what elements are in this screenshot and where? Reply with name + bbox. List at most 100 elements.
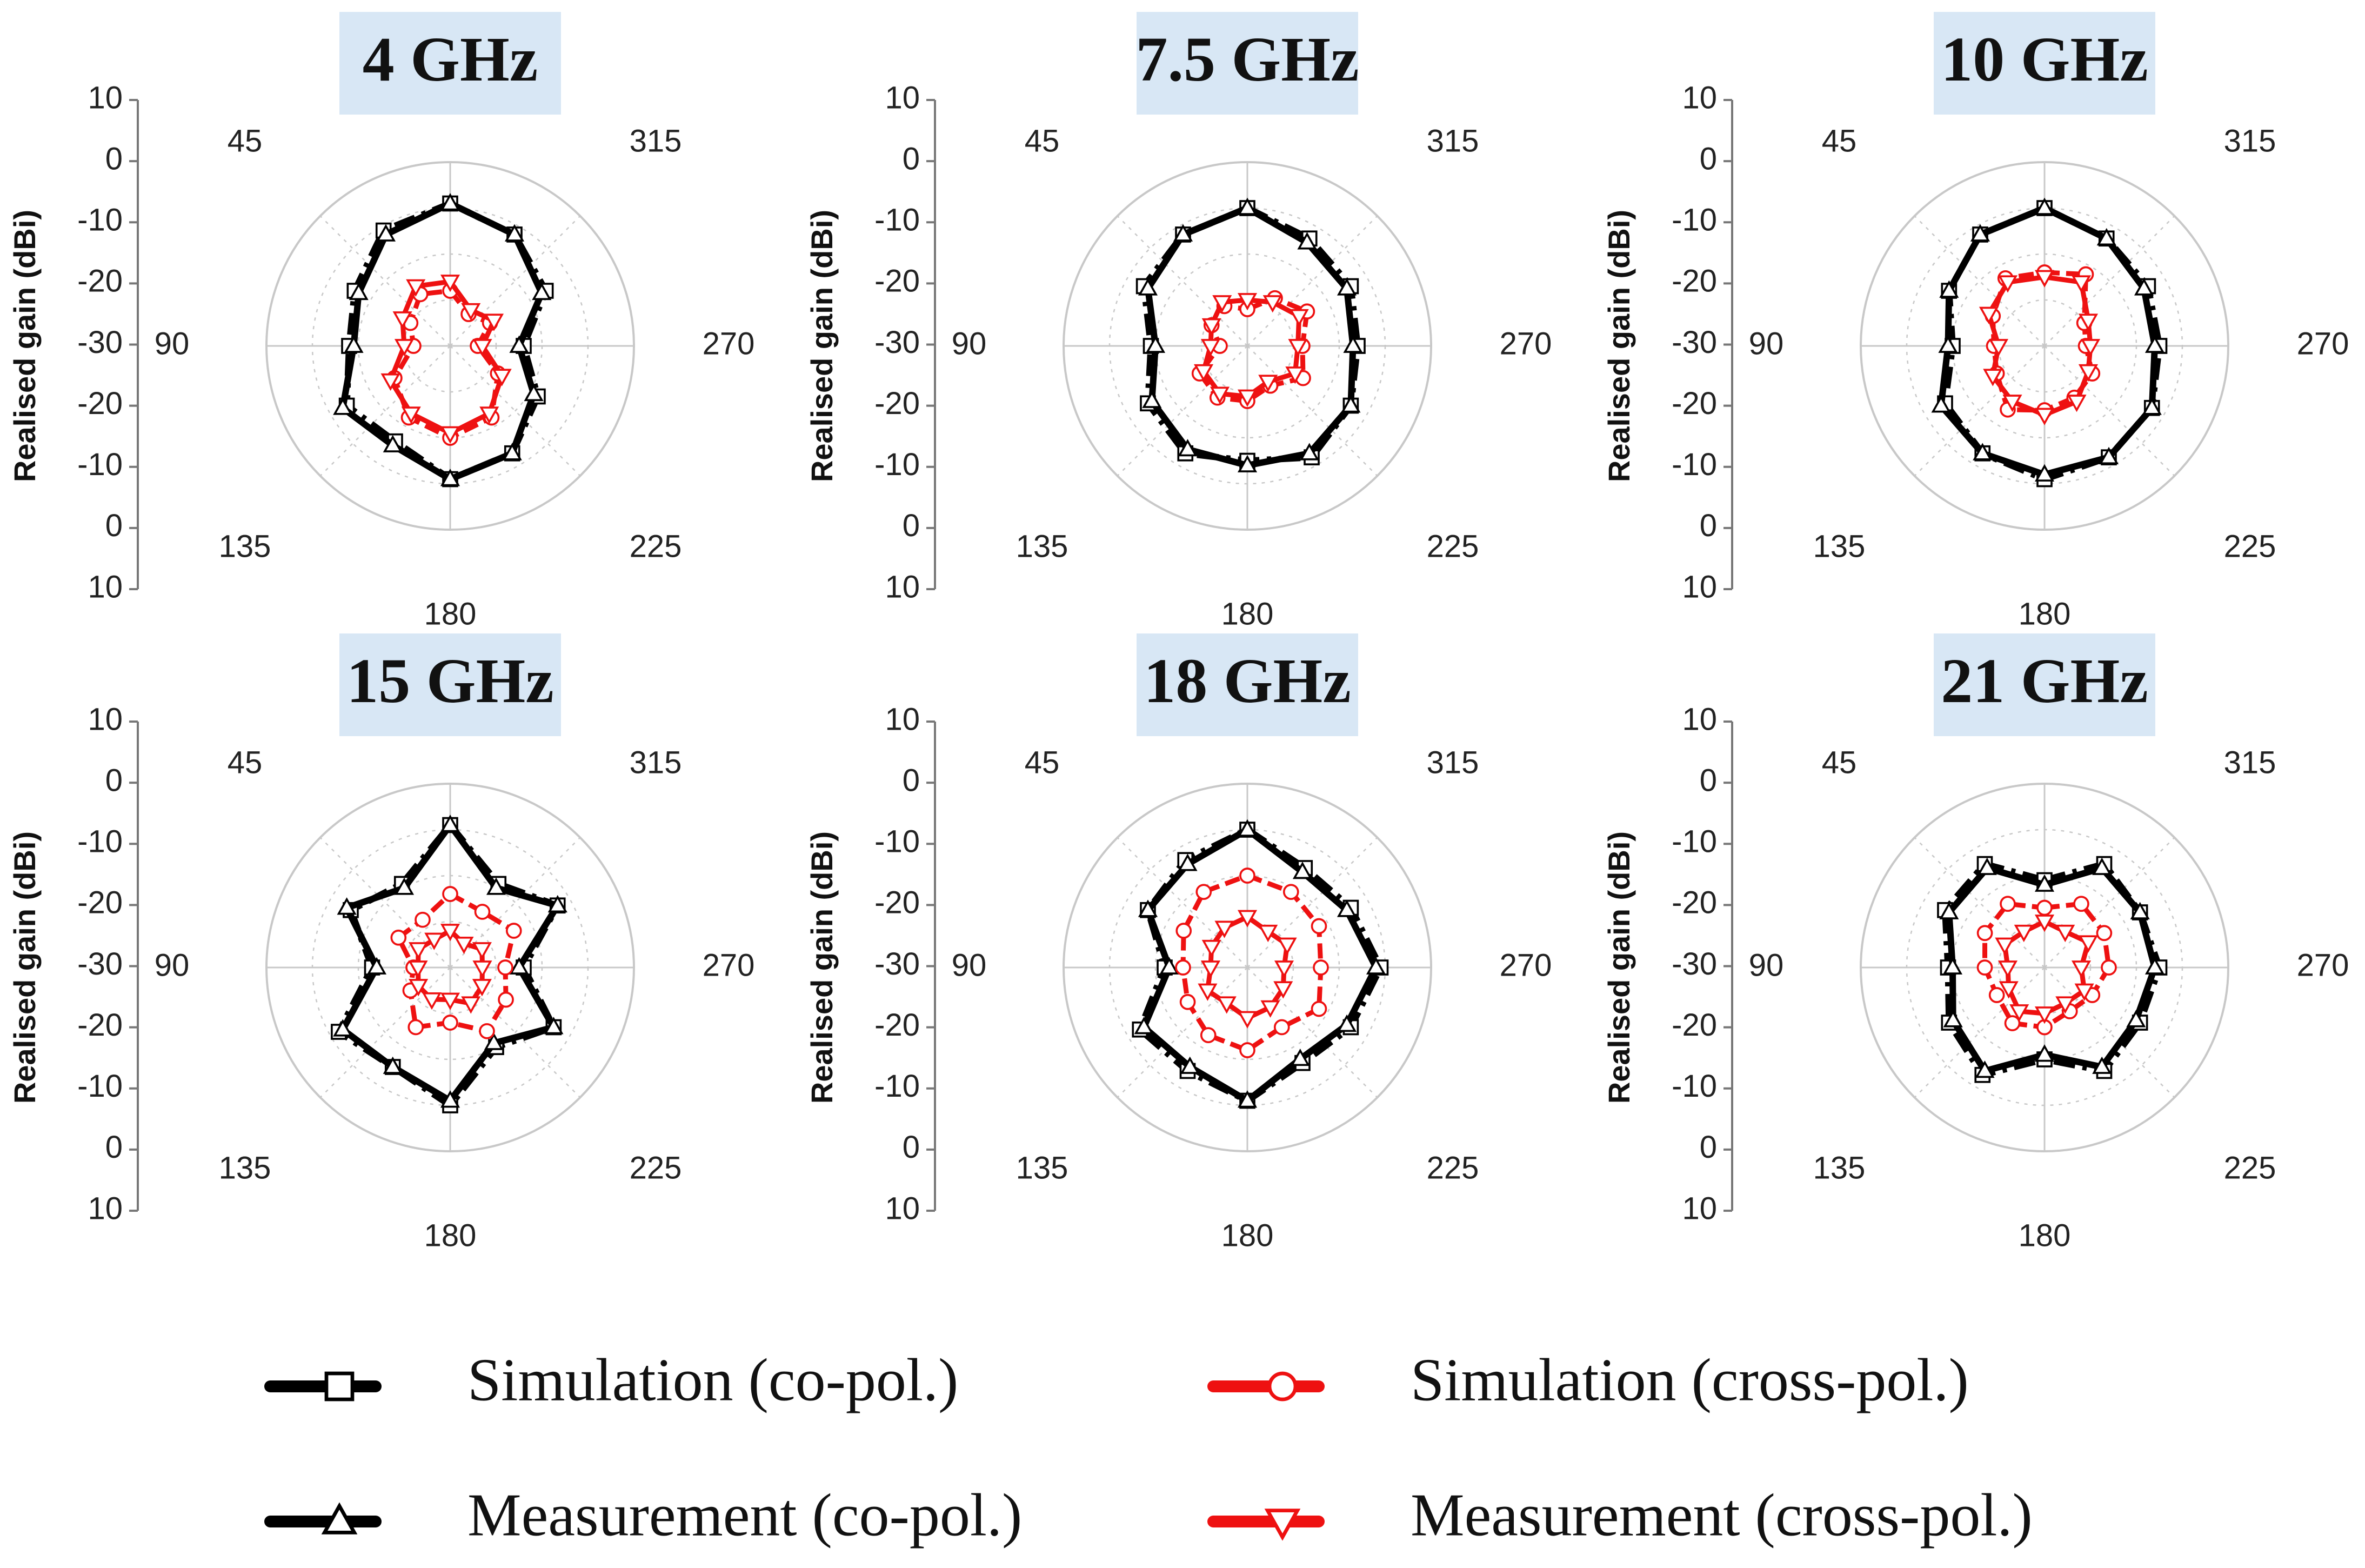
angle-label: 90 bbox=[952, 948, 987, 983]
legend-item-2: Simulation (cross-pol.) bbox=[1207, 1347, 1969, 1414]
title-box bbox=[1137, 12, 1358, 115]
data-point bbox=[1273, 981, 1293, 999]
data-point bbox=[1273, 1019, 1290, 1036]
radial-tick-label: -10 bbox=[77, 824, 123, 859]
radial-tick-label: 10 bbox=[1682, 702, 1717, 737]
data-point bbox=[1292, 862, 1313, 879]
data-point bbox=[2034, 915, 2055, 932]
data-point bbox=[440, 469, 460, 486]
angle-label: 45 bbox=[1822, 745, 1857, 780]
data-point bbox=[1262, 295, 1282, 313]
radial-tick-label: -20 bbox=[874, 264, 920, 299]
data-point bbox=[440, 275, 460, 292]
angle-label: 315 bbox=[2224, 123, 2276, 158]
data-point bbox=[1180, 1056, 1200, 1074]
radial-tick-label: 10 bbox=[88, 80, 123, 115]
data-point bbox=[2126, 1010, 2146, 1027]
data-point bbox=[1289, 309, 1309, 327]
data-point bbox=[1145, 335, 1166, 353]
series-line bbox=[1145, 205, 1357, 469]
data-point bbox=[2067, 395, 2087, 412]
data-point bbox=[509, 335, 529, 353]
data-point bbox=[1366, 957, 1386, 975]
data-point bbox=[1173, 224, 1193, 242]
data-point bbox=[440, 193, 460, 211]
data-point bbox=[1217, 996, 1237, 1014]
angle-label: 270 bbox=[1500, 948, 1552, 983]
y-axis-label: Realised gain (dBi) bbox=[8, 831, 42, 1104]
legend-marker bbox=[1264, 1509, 1301, 1541]
data-point bbox=[333, 1019, 353, 1037]
data-point bbox=[1200, 1027, 1217, 1043]
radial-tick-label: 0 bbox=[1700, 508, 1717, 543]
data-point bbox=[394, 339, 415, 357]
title-box bbox=[1137, 633, 1358, 736]
data-point bbox=[2034, 1006, 2055, 1024]
radial-tick-label: -20 bbox=[874, 386, 920, 421]
radial-tick-label: -10 bbox=[874, 203, 920, 238]
radial-tick-label: 0 bbox=[105, 1130, 123, 1165]
legend-marker bbox=[324, 1371, 355, 1402]
radial-tick-label: -20 bbox=[1672, 264, 1717, 299]
data-point bbox=[484, 1032, 504, 1050]
data-point bbox=[1258, 375, 1278, 392]
data-point bbox=[1237, 389, 1258, 407]
data-point bbox=[1938, 335, 1958, 353]
radial-tick-label: -30 bbox=[77, 946, 123, 982]
data-point bbox=[1175, 959, 1191, 976]
data-point bbox=[1195, 884, 1212, 900]
angle-label: 135 bbox=[1813, 1150, 1866, 1185]
data-point bbox=[1939, 902, 1959, 919]
data-point bbox=[1179, 993, 1196, 1010]
data-point bbox=[409, 979, 429, 997]
radial-tick-label: 10 bbox=[88, 569, 123, 604]
series-2 bbox=[1939, 857, 2165, 1078]
data-point bbox=[544, 1017, 564, 1035]
data-point bbox=[1237, 455, 1258, 472]
data-point bbox=[1237, 819, 1258, 837]
y-axis-label: Realised gain (dBi) bbox=[8, 210, 42, 482]
radial-tick-label: 0 bbox=[105, 508, 123, 543]
data-point bbox=[344, 335, 364, 353]
data-point bbox=[1237, 1090, 1258, 1108]
chart-title: 15 GHz bbox=[346, 645, 553, 716]
data-point bbox=[1999, 981, 2019, 999]
data-point bbox=[2034, 464, 2055, 482]
data-point bbox=[442, 1015, 458, 1031]
chart-title: 18 GHz bbox=[1144, 645, 1351, 716]
series-4 bbox=[380, 275, 512, 444]
data-point bbox=[1973, 443, 1993, 461]
radial-tick-label: -20 bbox=[77, 264, 123, 299]
data-point bbox=[440, 426, 460, 444]
series-line bbox=[1990, 270, 2095, 413]
data-point bbox=[1198, 983, 1218, 1001]
data-point bbox=[1337, 899, 1357, 917]
data-point bbox=[2055, 924, 2075, 943]
angle-label: 315 bbox=[2224, 745, 2276, 780]
data-point bbox=[1193, 364, 1214, 382]
data-point bbox=[2073, 896, 2089, 912]
series-2 bbox=[333, 193, 552, 486]
angle-label: 225 bbox=[2224, 1150, 2276, 1185]
angle-label: 270 bbox=[2297, 326, 2349, 361]
radial-tick-label: -20 bbox=[874, 885, 920, 920]
data-point bbox=[498, 991, 514, 1008]
data-point bbox=[2074, 983, 2094, 1001]
data-point bbox=[1159, 957, 1179, 975]
data-point bbox=[401, 406, 421, 424]
data-point bbox=[2009, 1004, 2029, 1022]
angle-label: 180 bbox=[1221, 596, 1274, 631]
data-point bbox=[2000, 896, 2016, 912]
data-point bbox=[2034, 270, 2055, 288]
data-point bbox=[1201, 939, 1221, 958]
data-point bbox=[424, 932, 444, 950]
angle-label: 90 bbox=[1749, 326, 1784, 361]
radial-tick-label: -10 bbox=[874, 1069, 920, 1104]
data-point bbox=[1311, 918, 1327, 935]
radial-tick-label: 0 bbox=[105, 763, 123, 798]
data-point bbox=[1277, 937, 1297, 955]
data-point bbox=[1285, 366, 1305, 384]
data-point bbox=[2036, 899, 2053, 916]
data-point bbox=[349, 282, 369, 301]
